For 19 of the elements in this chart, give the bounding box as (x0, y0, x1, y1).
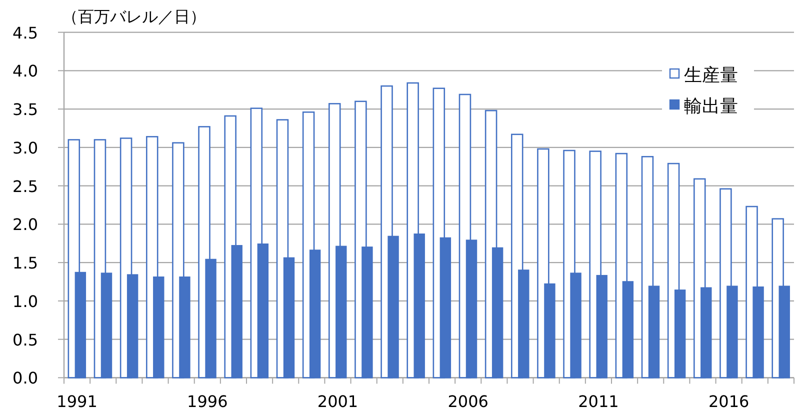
legend-label: 輸出量 (684, 96, 738, 117)
y-tick-label: 1.5 (12, 254, 38, 273)
y-tick-label: 0.5 (12, 330, 38, 350)
y-tick-label: 4.0 (12, 62, 38, 81)
x-tick-label: 1991 (56, 392, 98, 411)
x-tick-label: 2001 (317, 392, 358, 411)
x-tick-label: 2011 (578, 392, 619, 411)
y-tick-label: 2.0 (12, 215, 38, 234)
y-tick-label: 4.5 (12, 23, 38, 42)
x-tick-label: 1996 (187, 392, 228, 411)
x-tick-label: 2016 (708, 392, 750, 411)
y-tick-label: 3.5 (12, 100, 38, 120)
y-tick-label: 3.0 (12, 138, 38, 158)
x-tick-label: 2006 (448, 392, 488, 411)
y-tick-label: 2.5 (12, 176, 38, 196)
legend-label: 生産量 (684, 65, 738, 86)
y-tick-label: 0.0 (12, 368, 38, 388)
y-tick-label: 1.0 (12, 292, 38, 311)
y-axis-title: （百万バレル／日） (62, 7, 206, 26)
